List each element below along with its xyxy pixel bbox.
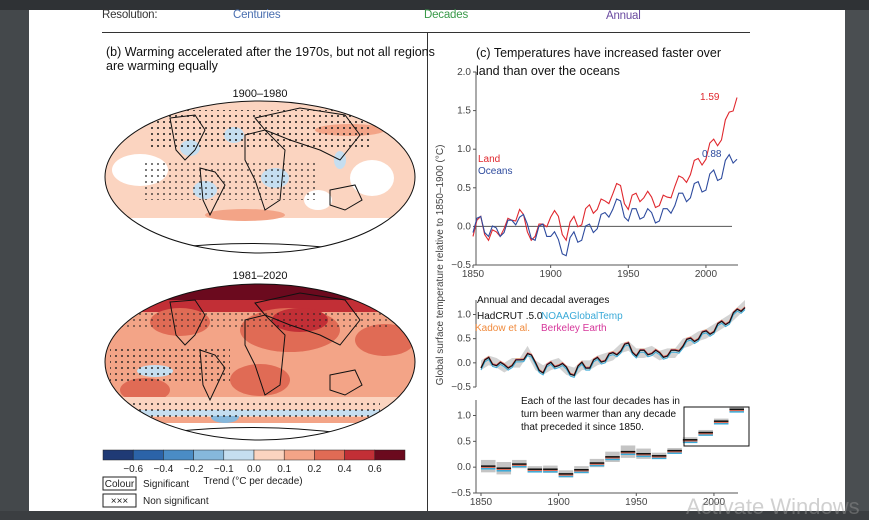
panel-b-title: (b) Warming accelerated after the 1970s,… xyxy=(106,45,435,73)
y-tick-label: −0.5 xyxy=(451,382,471,393)
y-tick-label: 0.5 xyxy=(457,183,471,194)
map-1981-2020 xyxy=(105,284,415,440)
series-line-noaaglobaltemp xyxy=(480,309,746,378)
chart2-title: Annual and decadal averages xyxy=(477,295,609,306)
y-tick-label: 0.0 xyxy=(457,221,471,232)
activate-windows-watermark: Activate Windows xyxy=(686,494,860,519)
colorbar-tick-label: 0.2 xyxy=(307,464,321,475)
resolution-label: Resolution: xyxy=(102,9,158,21)
divider-vertical xyxy=(427,32,428,511)
colorbar: −0.6 −0.4 −0.2 −0.1 0.0 0.1 0.2 0.4 0.6 xyxy=(102,449,406,475)
window-top-bar xyxy=(0,0,869,10)
panel-b-title-line2: are warming equally xyxy=(106,59,218,73)
chart-land-ocean: −0.5 0.0 0.5 1.0 1.5 2.0 1850 1900 1950 2000 LandO… xyxy=(451,67,738,280)
legend-berkeley-earth: Berkeley Earth xyxy=(541,323,607,334)
x-tick-label: 1900 xyxy=(540,269,563,280)
y-tick-label: −0.5 xyxy=(451,488,471,499)
y-tick-label: 0.0 xyxy=(457,462,471,473)
colorbar-tick-label: 0.4 xyxy=(338,464,352,475)
divider-horizontal xyxy=(102,32,750,33)
map1-period-label: 1900–1980 xyxy=(232,88,287,100)
y-axis-label: Global surface temperature relative to 1… xyxy=(435,145,446,386)
colorbar-tick-label: 0.0 xyxy=(247,464,261,475)
x-tick-label: 1950 xyxy=(617,269,640,280)
series-line-land xyxy=(472,97,738,242)
y-tick-label: 0.5 xyxy=(457,436,471,447)
annotation-ocean-value: 0.88 xyxy=(702,149,722,160)
colorbar-tick-label: −0.4 xyxy=(154,464,174,475)
y-tick-label: 1.0 xyxy=(457,310,471,321)
series-line-oceans xyxy=(472,153,738,257)
chart3-annotation-line: Each of the last four decades has in xyxy=(521,396,680,407)
map-1900-1980 xyxy=(105,101,415,253)
chart-decadal-bars: −0.5 0.0 0.5 1.0 1850 1900 1950 2000 Each of the… xyxy=(451,396,750,508)
y-tick-label: −0.5 xyxy=(451,260,471,271)
x-tick-label: 2000 xyxy=(703,497,726,508)
y-tick-label: 0.0 xyxy=(457,358,471,369)
map2-period-label: 1981–2020 xyxy=(232,270,287,282)
y-tick-label: 2.0 xyxy=(457,67,471,78)
chart3-annotation-line: turn been warmer than any decade xyxy=(521,409,677,420)
colorbar-tick-label: −0.1 xyxy=(214,464,234,475)
colorbar-swatch xyxy=(374,449,406,461)
chart-annual-decadal: −0.5 0.0 0.5 1.0 Annual and decadal averages… xyxy=(451,295,746,393)
x-tick-label: 1950 xyxy=(625,497,648,508)
legend-nonsignificant-label: Non significant xyxy=(143,496,209,507)
legend-significant-label: Significant xyxy=(143,479,189,490)
document-page xyxy=(29,10,845,511)
x-tick-label: 2000 xyxy=(695,269,718,280)
resolution-decades-link[interactable]: Decades xyxy=(424,9,468,21)
colorbar-tick-label: 0.1 xyxy=(277,464,291,475)
legend-nonsignificant-box-text: ××× xyxy=(111,496,129,507)
y-tick-label: 1.0 xyxy=(457,144,471,155)
legend-significant-box-text: Colour xyxy=(105,479,135,490)
left-gutter xyxy=(0,10,29,511)
panel-b-title-line1: (b) Warming accelerated after the 1970s,… xyxy=(106,45,435,59)
legend-nonsignificant-box xyxy=(102,493,137,508)
chart3-annotation-line: that preceded it since 1850. xyxy=(521,422,644,433)
legend-kadow-et-al-: Kadow et al. xyxy=(475,323,530,334)
highlight-box-last-four-decades xyxy=(683,406,750,447)
legend-significant-box xyxy=(102,476,137,491)
y-tick-label: 1.5 xyxy=(457,106,471,117)
legend-noaaglobaltemp: NOAAGlobalTemp xyxy=(541,311,623,322)
chart1-title-line1: (c) Temperatures have increased faster o… xyxy=(476,46,721,60)
legend-land: Land xyxy=(478,154,500,165)
map2-outline xyxy=(104,283,416,441)
chart1-title-line2: land than over the oceans xyxy=(476,64,620,78)
colorbar-tick-label: −0.6 xyxy=(123,464,143,475)
annotation-land-value: 1.59 xyxy=(700,92,720,103)
map1-outline xyxy=(104,100,416,254)
y-tick-label: 1.0 xyxy=(457,411,471,422)
x-tick-label: 1850 xyxy=(462,269,485,280)
legend-oceans: Oceans xyxy=(478,166,512,177)
x-tick-label: 1900 xyxy=(548,497,571,508)
colorbar-tick-label: −0.2 xyxy=(184,464,204,475)
colorbar-label: Trend (°C per decade) xyxy=(203,476,302,487)
x-tick-label: 1850 xyxy=(470,497,493,508)
resolution-annual-link[interactable]: Annual xyxy=(606,10,641,22)
resolution-centuries-link[interactable]: Centuries xyxy=(233,9,281,21)
right-scroll-gutter[interactable] xyxy=(845,10,869,511)
colorbar-tick-label: 0.6 xyxy=(368,464,382,475)
y-tick-label: 0.5 xyxy=(457,334,471,345)
series-line-hadcrut- xyxy=(480,307,746,377)
legend-hadcrut-: HadCRUT .5.0 xyxy=(477,311,543,322)
